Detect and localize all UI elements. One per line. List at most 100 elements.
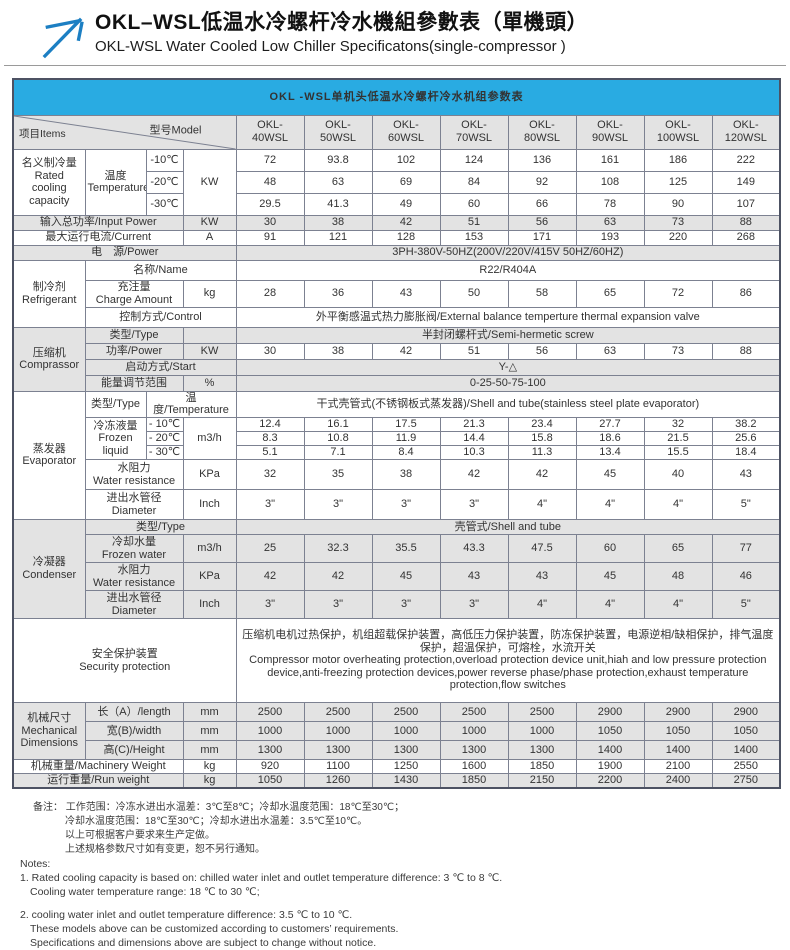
cond-water-resistance-row: 水阻力 Water resistance KPa 42 42 45 43 43 … [13,562,781,592]
cell: 88 [711,214,781,231]
cell: 48 [235,170,305,194]
cell: 17.5 [371,417,441,433]
cell: 32 [643,417,713,433]
cell: 2400 [643,773,713,789]
table-banner-row: OKL -WSL单机头低温水冷螺杆冷水机组参数表 [12,78,781,116]
cell: 47.5 [507,534,577,564]
cell: 42 [371,214,441,231]
type-label: 类型/Type [84,519,237,536]
cell: 40 [643,459,713,491]
machinery-weight-row: 机械重量/Machinery Weight kg 920 1100 1250 1… [12,759,781,775]
cell: 43 [371,279,441,308]
frozen-liquid-label: 冷冻液量 Frozen liquid [84,417,147,461]
cell: 73 [643,342,713,360]
security-text-zh: 压缩机电机过热保护，机组超载保护装置，高低压力保护装置，防冻保护装置，电源逆相/… [242,628,774,654]
cell: 107 [711,192,781,216]
cell: 35 [303,459,373,491]
note-zh-3: 以上可根据客户要求来生产定做。 [65,829,215,841]
note-en-1: 1. Rated cooling capacity is based on: c… [20,871,503,884]
arrow-up-right-icon [36,14,88,65]
energy-label: 能量调节范围 [84,374,184,392]
cell: 193 [575,229,645,246]
cell: 5.1 [235,445,305,461]
cell: 149 [711,170,781,194]
unit-kpa: KPa [182,562,237,592]
control-value: 外平衡感温式热力膨胀阀/External balance temperture … [235,306,781,328]
page-title-zh: OKL–WSL低温水冷螺杆冷水機組參數表（單機頭） [95,11,589,34]
frozen-row-minus10: 冷冻液量 Frozen liquid - 10℃ m3/h 12.4 16.1 … [13,417,781,461]
cell: 93.8 [303,148,373,172]
unit-m3h: m3/h [182,417,237,461]
cell: 91 [235,229,305,246]
cell: 15.8 [507,431,577,447]
note-en-2c: Specifications and dimensions above are … [30,936,377,949]
cell: 63 [303,170,373,194]
note-zh-2: 冷却水温度范围：18℃至30℃；冷却水进出水温差：3.5℃至10℃。 [65,815,368,827]
cell: 1300 [371,740,441,761]
cell: 1000 [507,721,577,742]
cell: 21.5 [643,431,713,447]
temp-minus30: - 30℃ [145,445,184,461]
evap-diameter-row: 进出水管径 Diameter Inch 3" 3" 3" 3" 4" 4" 4"… [13,489,781,521]
cell: 1400 [643,740,713,761]
cooling-row-minus10: 名义制冷量 Rated cooling capacity 温度 Temperat… [12,148,781,216]
comp-power-label: 功率/Power [84,342,184,360]
cell: 268 [711,229,781,246]
page-title-en: OKL-WSL Water Cooled Low Chiller Specifi… [95,38,566,56]
cell: 42 [371,342,441,360]
cell: 2150 [507,773,577,789]
cell: 48 [643,562,713,592]
width-row: 宽(B)/width mm 1000 1000 1000 1000 1000 1… [13,721,781,742]
cell: 56 [507,342,577,360]
temp-header-label: 温度/Temperature [145,390,237,419]
cell: 51 [439,342,509,360]
machinery-weight-label: 机械重量/Machinery Weight [12,759,184,775]
cell: 2550 [711,759,781,775]
cell: 10.8 [303,431,373,447]
condenser-type-value: 壳管式/Shell and tube [235,519,781,536]
charge-row: 充注量 Charge Amount kg 28 36 43 50 58 65 7… [13,279,781,308]
cell: 1850 [507,759,577,775]
start-row: 启动方式/Start Y-△ [13,358,781,376]
cell: 1050 [235,773,305,789]
water-resistance-label: 水阻力 Water resistance [84,562,184,592]
cell: 58 [507,279,577,308]
cell: 1900 [575,759,645,775]
cell: 1050 [575,721,645,742]
temp-minus20: -20℃ [145,170,184,194]
cell: 186 [643,148,713,172]
temp-minus10: - 10℃ [145,417,184,433]
cell: 171 [507,229,577,246]
cell: 21.3 [439,417,509,433]
cell: 12.4 [235,417,305,433]
unit-kw: KW [182,148,237,216]
cell: 78 [575,192,645,216]
mechanical-category: 机械尺寸 Mechanical Dimensions [12,702,86,761]
spec-table: OKL -WSL单机头低温水冷螺杆冷水机组参数表 项目Items 型号Model… [12,78,782,789]
cell: 42 [303,562,373,592]
input-power-label: 输入总功率/Input Power [12,214,184,231]
cell: 18.4 [711,445,781,461]
cell: 65 [575,279,645,308]
cell: 1400 [711,740,781,761]
cell: 2500 [303,702,373,723]
cell: 3" [235,489,305,521]
cell: 128 [371,229,441,246]
name-label: 名称/Name [84,259,237,281]
cell: 92 [507,170,577,194]
corner-cell: 项目Items 型号Model [12,114,237,150]
cell: 50 [439,279,509,308]
cell: 42 [235,562,305,592]
cell: 29.5 [235,192,305,216]
unit-m3h: m3/h [182,534,237,564]
cell: 2900 [643,702,713,723]
compressor-type-value: 半封闭螺杆式/Semi-hermetic screw [235,326,781,344]
run-weight-label: 运行重量/Run weight [12,773,184,789]
cell: 10.3 [439,445,509,461]
cell: 30 [235,214,305,231]
cell: 45 [575,459,645,491]
evaporator-type-row: 蒸发器 Evaporator 类型/Type 温度/Temperature 干式… [12,390,781,521]
cell: 124 [439,148,509,172]
security-row: 安全保护装置 Security protection 压缩机电机过热保护，机组超… [12,618,781,704]
cell: 7.1 [303,445,373,461]
